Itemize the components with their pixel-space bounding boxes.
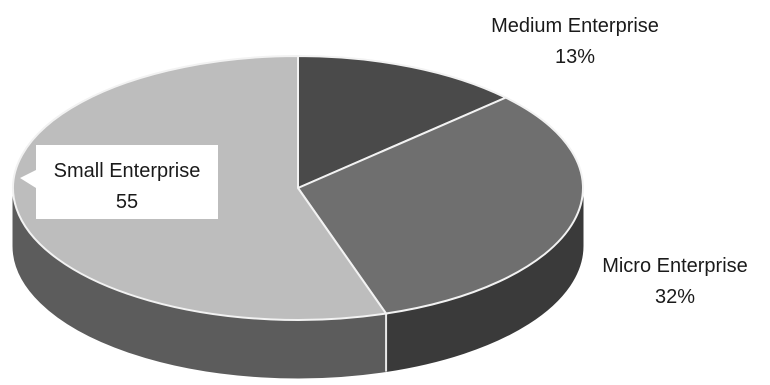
- slice-label-micro-name: Micro Enterprise: [602, 255, 748, 277]
- slice-label-micro-box: [590, 245, 760, 313]
- slice-label-small-pointer: [20, 170, 36, 188]
- pie-slice-medium: [297, 54, 509, 190]
- slice-label-medium: Medium Enterprise 13%: [491, 15, 659, 68]
- slice-label-small-name: Small Enterprise: [54, 160, 201, 182]
- slice-label-micro-value: 32%: [655, 286, 695, 308]
- slice-label-micro: Micro Enterprise 32%: [590, 245, 760, 313]
- slice-label-medium-value: 13%: [555, 46, 595, 68]
- slice-label-medium-name: Medium Enterprise: [491, 15, 659, 37]
- pie-slice-micro: [296, 96, 584, 315]
- slice-label-small-value: 55: [116, 191, 138, 213]
- slice-label-small: Small Enterprise 55: [20, 145, 218, 219]
- slice-label-small-box: [36, 145, 218, 219]
